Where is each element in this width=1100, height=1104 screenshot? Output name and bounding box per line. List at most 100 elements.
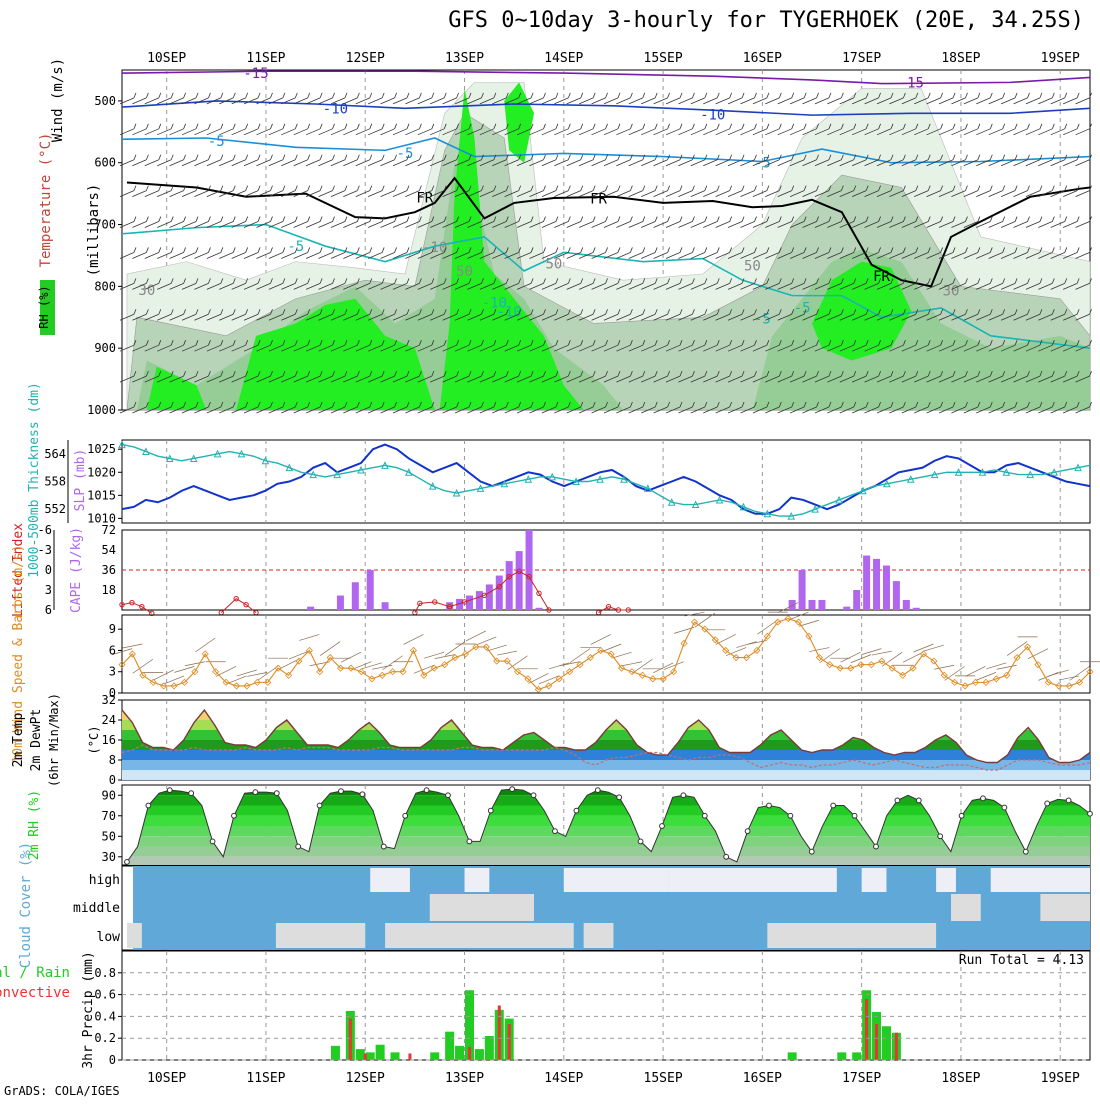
wind-barb (256, 128, 271, 136)
wind-barb (690, 406, 705, 414)
wind-barb-flag (183, 216, 186, 222)
wind-barb (628, 313, 643, 321)
wind-barb (132, 252, 147, 259)
wind-barb-flag (1089, 401, 1092, 408)
wind-barb-flag (133, 401, 137, 408)
wind-barb-flag (791, 216, 795, 222)
wind-barb-flag (617, 185, 621, 191)
wind-barb (392, 159, 408, 167)
wind-barb (690, 313, 705, 321)
wind-barb-flag (1014, 92, 1018, 99)
wind-barb-flag (592, 401, 596, 408)
wind-speed-marker (961, 682, 969, 690)
wind-barb (1062, 221, 1078, 228)
wind-barb (839, 313, 854, 321)
axis-title: 2m Temp (11, 712, 26, 767)
wind-barb-flag (319, 278, 323, 284)
wind-barb (901, 97, 916, 105)
wind-barb (305, 344, 321, 352)
wind-barb-flag (481, 340, 484, 346)
wind-barb (923, 644, 944, 652)
wind-barb-flag (704, 278, 708, 284)
wind-barb-flag (394, 216, 397, 222)
wind-barb (727, 159, 743, 167)
wind-barb (318, 190, 333, 198)
wind-barb-flag (803, 401, 807, 408)
wind-barb-flag (679, 216, 683, 222)
wind-barb (516, 97, 532, 105)
wind-barb (231, 406, 246, 414)
wind-barb-flag (816, 154, 819, 160)
wind-barb-flag (406, 216, 410, 222)
wind-barb (578, 344, 594, 352)
tick-label: -6 (38, 523, 52, 537)
wind-speed-marker (732, 653, 740, 662)
wind-barb-flag (1027, 309, 1030, 315)
wind-barb (236, 669, 258, 677)
wind-barb-flag (729, 278, 733, 284)
wind-barb-flag (1076, 340, 1080, 346)
wind-barb (1062, 375, 1078, 383)
wind-barb (516, 252, 532, 259)
day-label-bottom: 18SEP (941, 1071, 980, 1086)
wind-barb-flag (692, 247, 695, 253)
wind-barb-flag (692, 185, 695, 191)
wind-barb-flag (952, 340, 956, 346)
wind-barb (281, 97, 296, 105)
wind-barb (330, 375, 346, 383)
wind-barb (665, 375, 681, 383)
wind-barb (876, 406, 892, 414)
wind-barb-flag (133, 247, 137, 253)
cloud-block (464, 868, 490, 892)
axis-title: SLP (mb) (73, 449, 88, 512)
wind-barb-flag (245, 401, 249, 408)
wind-barb-flag (940, 401, 944, 408)
wind-barb (882, 651, 903, 667)
day-label-top: 14SEP (544, 51, 583, 66)
wind-barb (529, 190, 544, 198)
wind-barb-flag (952, 123, 956, 129)
wind-barb-flag (356, 185, 360, 191)
wind-barb (1000, 159, 1016, 167)
wind-barb-flag (741, 247, 745, 253)
wind-barb (889, 128, 904, 136)
wind-barb-flag (394, 92, 397, 99)
wind-barb (256, 97, 271, 105)
wind-barb (663, 661, 684, 671)
wind-barb-flag (146, 247, 149, 253)
wind-barb (231, 190, 246, 198)
wind-barb-flag (853, 278, 857, 284)
wind-barb (529, 406, 544, 414)
wind-barb (839, 406, 854, 414)
wind-barb (247, 672, 268, 677)
wind-barb (1062, 190, 1078, 198)
wind-barb (268, 190, 284, 198)
wind-barb (703, 221, 718, 228)
wind-barb-flag (1076, 278, 1080, 284)
wind-barb-flag (617, 278, 621, 284)
wind-barb (243, 313, 259, 321)
wind-barb-flag (654, 216, 658, 222)
wind-barb (169, 282, 184, 290)
cape-bar (446, 602, 454, 610)
rh-band (126, 795, 1090, 806)
wind-barb-flag (965, 278, 968, 284)
wind-barb (715, 313, 730, 321)
wind-barb (926, 252, 941, 259)
wind-barb (318, 406, 333, 414)
wind-barb-flag (865, 370, 869, 377)
wind-barb (789, 282, 805, 290)
tick-label: high (89, 873, 120, 888)
wind-barb-flag (567, 401, 571, 408)
wind-barb (215, 666, 237, 677)
axis-title: (6hr Min/Max) (47, 693, 61, 787)
wind-barb-flag (170, 216, 174, 222)
wind-barb (243, 406, 259, 414)
wind-barb (665, 190, 681, 198)
wind-barb (839, 282, 854, 290)
rh-marker (915, 797, 922, 804)
wind-barb (392, 313, 408, 321)
wind-barb (194, 344, 209, 352)
lifted-index-line (598, 606, 629, 614)
wind-barb (616, 128, 631, 136)
